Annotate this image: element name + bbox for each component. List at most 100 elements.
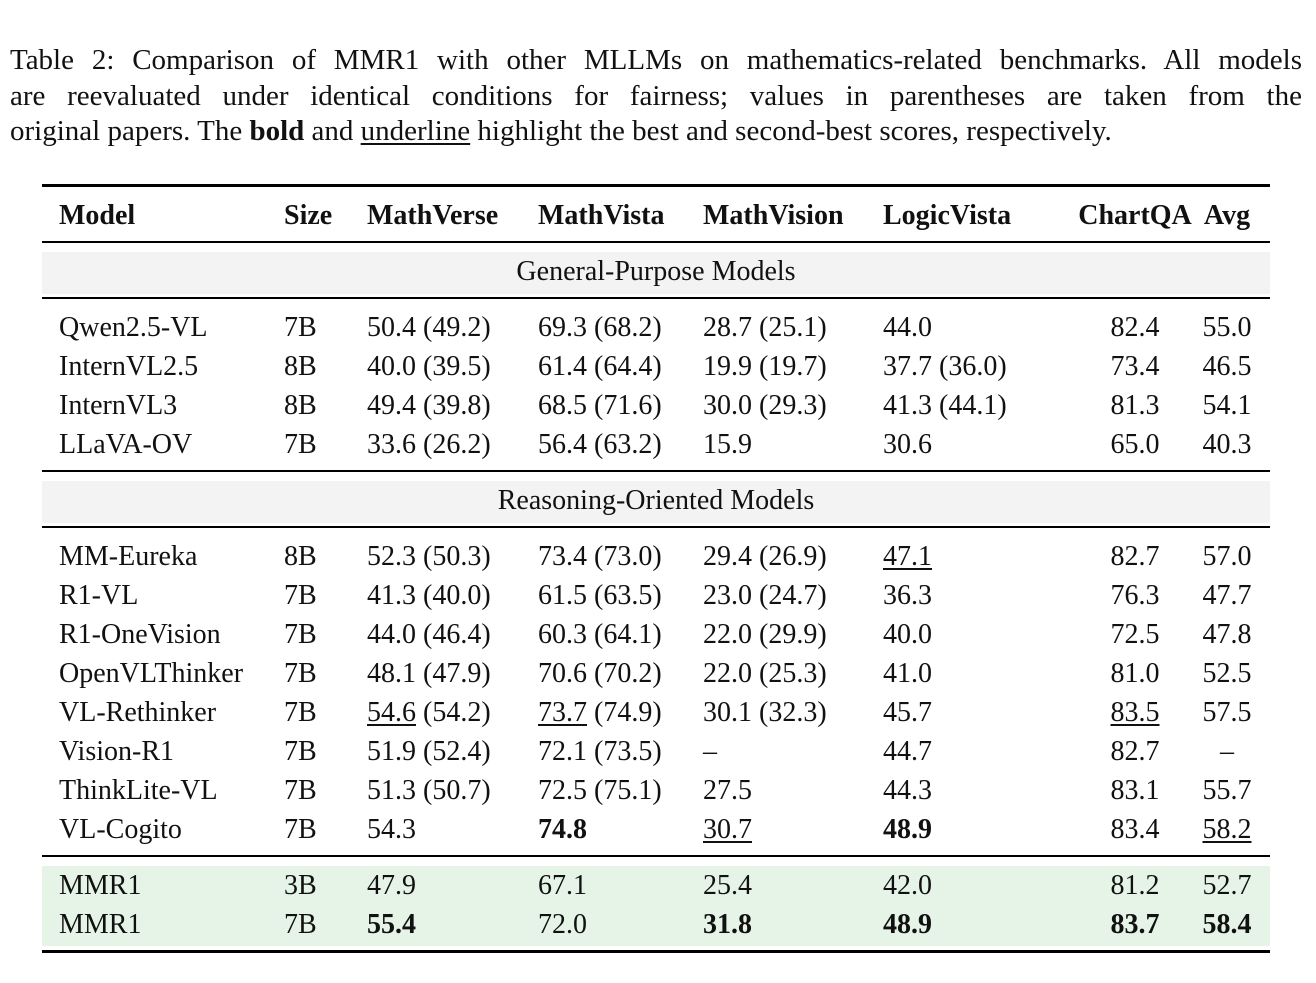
reasoning-row-cell: 52.3 (50.3) xyxy=(367,541,491,572)
reasoning-row-cell: 73.7 (74.9) xyxy=(538,698,662,728)
mmr1-row-cell: 67.1 xyxy=(538,870,587,901)
reasoning-row-cell: – xyxy=(703,736,717,767)
table-caption: Table 2: Comparison of MMR1 with other M… xyxy=(10,43,1302,150)
mmr1-row-cell: MMR1 xyxy=(59,870,142,901)
reasoning-row-cell: 72.5 (75.1) xyxy=(538,775,662,806)
cell-value: 58.2 xyxy=(1202,814,1252,845)
reasoning-row-cell: 72.1 (73.5) xyxy=(538,736,662,767)
cell-value: 48.9 xyxy=(883,814,932,845)
reasoning-row-cell: 58.2 xyxy=(1203,815,1252,845)
reasoning-row-cell: 30.1 (32.3) xyxy=(703,697,827,728)
reasoning-row-cell: 36.3 xyxy=(883,580,932,611)
reasoning-row-cell: 40.0 xyxy=(883,619,932,650)
general-row-cell: 19.9 (19.7) xyxy=(703,351,827,382)
reasoning-row-cell: 7B xyxy=(284,697,317,728)
mmr1-row-cell: 3B xyxy=(284,870,317,901)
reasoning-row-cell: 55.7 xyxy=(1202,775,1252,806)
general-row-cell: InternVL2.5 xyxy=(59,351,199,382)
general-row-cell: 54.1 xyxy=(1202,390,1252,421)
general-row-cell: 49.4 (39.8) xyxy=(367,390,491,421)
reasoning-row-cell: 7B xyxy=(284,736,317,767)
reasoning-row-cell: 73.4 (73.0) xyxy=(538,541,662,572)
general-row-cell: 55.0 xyxy=(1202,312,1252,343)
reasoning-row-cell: 61.5 (63.5) xyxy=(538,580,662,611)
cell-value: 73.7 xyxy=(538,697,587,728)
reasoning-row-cell: 22.0 (29.9) xyxy=(703,619,827,650)
cell-value: 31.8 xyxy=(703,909,752,940)
reasoning-row-cell: ThinkLite-VL xyxy=(59,775,218,806)
general-row-cell: 40.3 xyxy=(1202,429,1252,460)
general-row-cell: 30.0 (29.3) xyxy=(703,390,827,421)
reasoning-row-cell: 76.3 xyxy=(1110,580,1160,611)
caption-bold-word: bold xyxy=(249,115,305,147)
cell-value: 83.7 xyxy=(1110,909,1160,940)
general-row-cell: 73.4 xyxy=(1110,351,1160,382)
reasoning-row-cell: 29.4 (26.9) xyxy=(703,541,827,572)
mmr1-row-cell: 72.0 xyxy=(538,909,587,940)
reasoning-row-cell: R1-VL xyxy=(59,580,139,611)
reasoning-row-cell: R1-OneVision xyxy=(59,619,221,650)
reasoning-row-cell: 41.0 xyxy=(883,658,932,689)
general-row-cell: InternVL3 xyxy=(59,390,178,421)
reasoning-row-cell: 41.3 (40.0) xyxy=(367,580,491,611)
caption-text: and xyxy=(304,115,361,147)
mmr1-row-cell: 42.0 xyxy=(883,870,932,901)
reasoning-row-cell: 54.6 (54.2) xyxy=(367,698,491,728)
reasoning-row-cell: 83.5 xyxy=(1111,698,1160,728)
general-row-cell: 15.9 xyxy=(703,429,752,460)
general-row-cell: 44.0 xyxy=(883,312,932,343)
reasoning-row-cell: 54.3 xyxy=(367,814,416,845)
mmr1-row-cell: 48.9 xyxy=(883,910,932,940)
reasoning-row-cell: 51.9 (52.4) xyxy=(367,736,491,767)
reasoning-row-cell: VL-Rethinker xyxy=(59,697,217,728)
reasoning-row-cell: 57.5 xyxy=(1202,697,1252,728)
reasoning-row-cell: 82.7 xyxy=(1110,736,1160,767)
reasoning-row-cell: 22.0 (25.3) xyxy=(703,658,827,689)
mmr1-row-cell: 7B xyxy=(284,909,317,940)
reasoning-row-cell: 7B xyxy=(284,775,317,806)
general-row-cell: 8B xyxy=(284,390,317,421)
reasoning-row-cell: 48.9 xyxy=(883,815,932,845)
mmr1-row-cell: 55.4 xyxy=(367,910,416,940)
reasoning-row-cell: 23.0 (24.7) xyxy=(703,580,827,611)
general-row-cell: 69.3 (68.2) xyxy=(538,312,662,343)
reasoning-row-cell: 51.3 (50.7) xyxy=(367,775,491,806)
caption-underline-word: underline xyxy=(360,115,471,147)
general-row-cell: 8B xyxy=(284,351,317,382)
mmr1-row-cell: 83.7 xyxy=(1111,910,1160,940)
general-row-cell: 30.6 xyxy=(883,429,932,460)
general-row-cell: 81.3 xyxy=(1110,390,1160,421)
general-row-cell: 56.4 (63.2) xyxy=(538,429,662,460)
reasoning-row-cell: 45.7 xyxy=(883,697,932,728)
reasoning-row-cell: 74.8 xyxy=(538,815,587,845)
column-header: LogicVista xyxy=(883,200,1012,231)
reasoning-row-cell: 57.0 xyxy=(1202,541,1252,572)
reasoning-row-cell: 7B xyxy=(284,580,317,611)
reasoning-row-cell: MM-Eureka xyxy=(59,541,198,572)
mmr1-row-cell: 31.8 xyxy=(703,910,752,940)
table-rule xyxy=(42,950,1270,953)
general-row-cell: 82.4 xyxy=(1110,312,1160,343)
reasoning-row-cell: OpenVLThinker xyxy=(59,658,244,689)
column-header: MathVerse xyxy=(367,200,499,231)
general-row-cell: 7B xyxy=(284,312,317,343)
reasoning-row-cell: 8B xyxy=(284,541,317,572)
general-row-cell: Qwen2.5-VL xyxy=(59,312,208,343)
general-row-cell: 41.3 (44.1) xyxy=(883,390,1007,421)
mmr1-row-cell: 81.2 xyxy=(1110,870,1160,901)
reasoning-row-cell: 7B xyxy=(284,619,317,650)
reasoning-row-cell: 44.0 (46.4) xyxy=(367,619,491,650)
general-row-cell: 65.0 xyxy=(1110,429,1160,460)
reasoning-row-cell: 48.1 (47.9) xyxy=(367,658,491,689)
cell-value: 54.6 xyxy=(367,697,416,728)
mmr1-row-cell: 25.4 xyxy=(703,870,752,901)
general-row-cell: 46.5 xyxy=(1202,351,1252,382)
caption-line-1: Table 2: Comparison of MMR1 with other M… xyxy=(10,44,1302,76)
general-row-cell: 37.7 (36.0) xyxy=(883,351,1007,382)
cell-value: 83.5 xyxy=(1110,697,1160,728)
caption-line-3: original papers. The bold and underline … xyxy=(10,114,1302,150)
mmr1-row-cell: 58.4 xyxy=(1203,910,1252,940)
column-header: Model xyxy=(59,200,136,231)
cell-reported-value: (54.2) xyxy=(416,697,491,728)
reasoning-row-cell: 82.7 xyxy=(1110,541,1160,572)
